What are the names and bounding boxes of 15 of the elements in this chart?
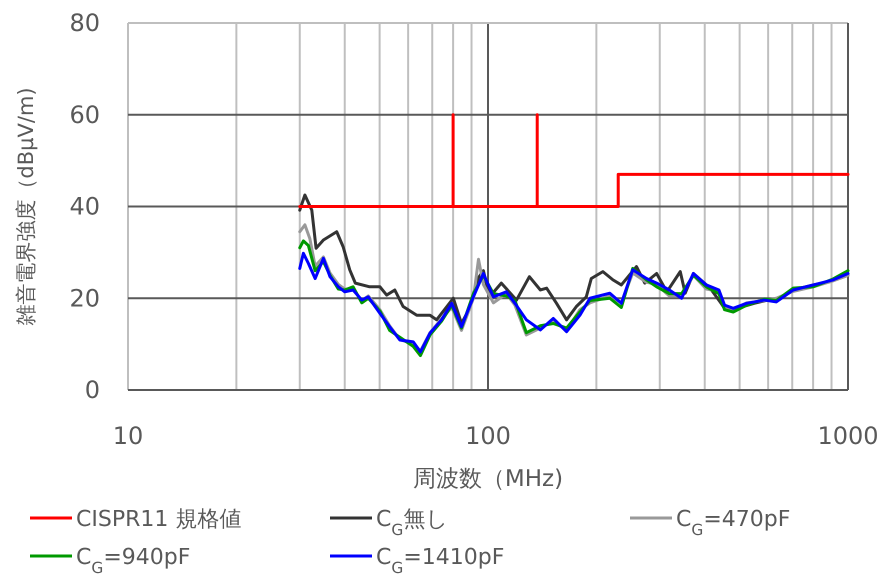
legend-label: C$_{G}$=470pF [676, 507, 790, 539]
x-tick-label: 100 [465, 422, 511, 450]
x-tick-label: 1000 [817, 422, 879, 450]
legend-label: C$_{G}$無し [376, 507, 448, 539]
y-tick-label: 0 [84, 376, 100, 404]
y-axis-title: 雑音電界強度（dBμV/m) [14, 87, 38, 326]
y-tick-label: 20 [69, 284, 100, 312]
x-tick-label: 10 [112, 422, 144, 450]
y-tick-label: 80 [69, 9, 100, 37]
legend-label: CISPR11 規格値 [76, 507, 242, 532]
legend-label: C$_{G}$=1410pF [376, 545, 504, 577]
legend-label: C$_{G}$=940pF [76, 545, 190, 577]
y-tick-label: 60 [69, 100, 100, 129]
x-axis-title: 周波数（MHz) [412, 466, 564, 492]
y-tick-label: 40 [69, 192, 100, 220]
